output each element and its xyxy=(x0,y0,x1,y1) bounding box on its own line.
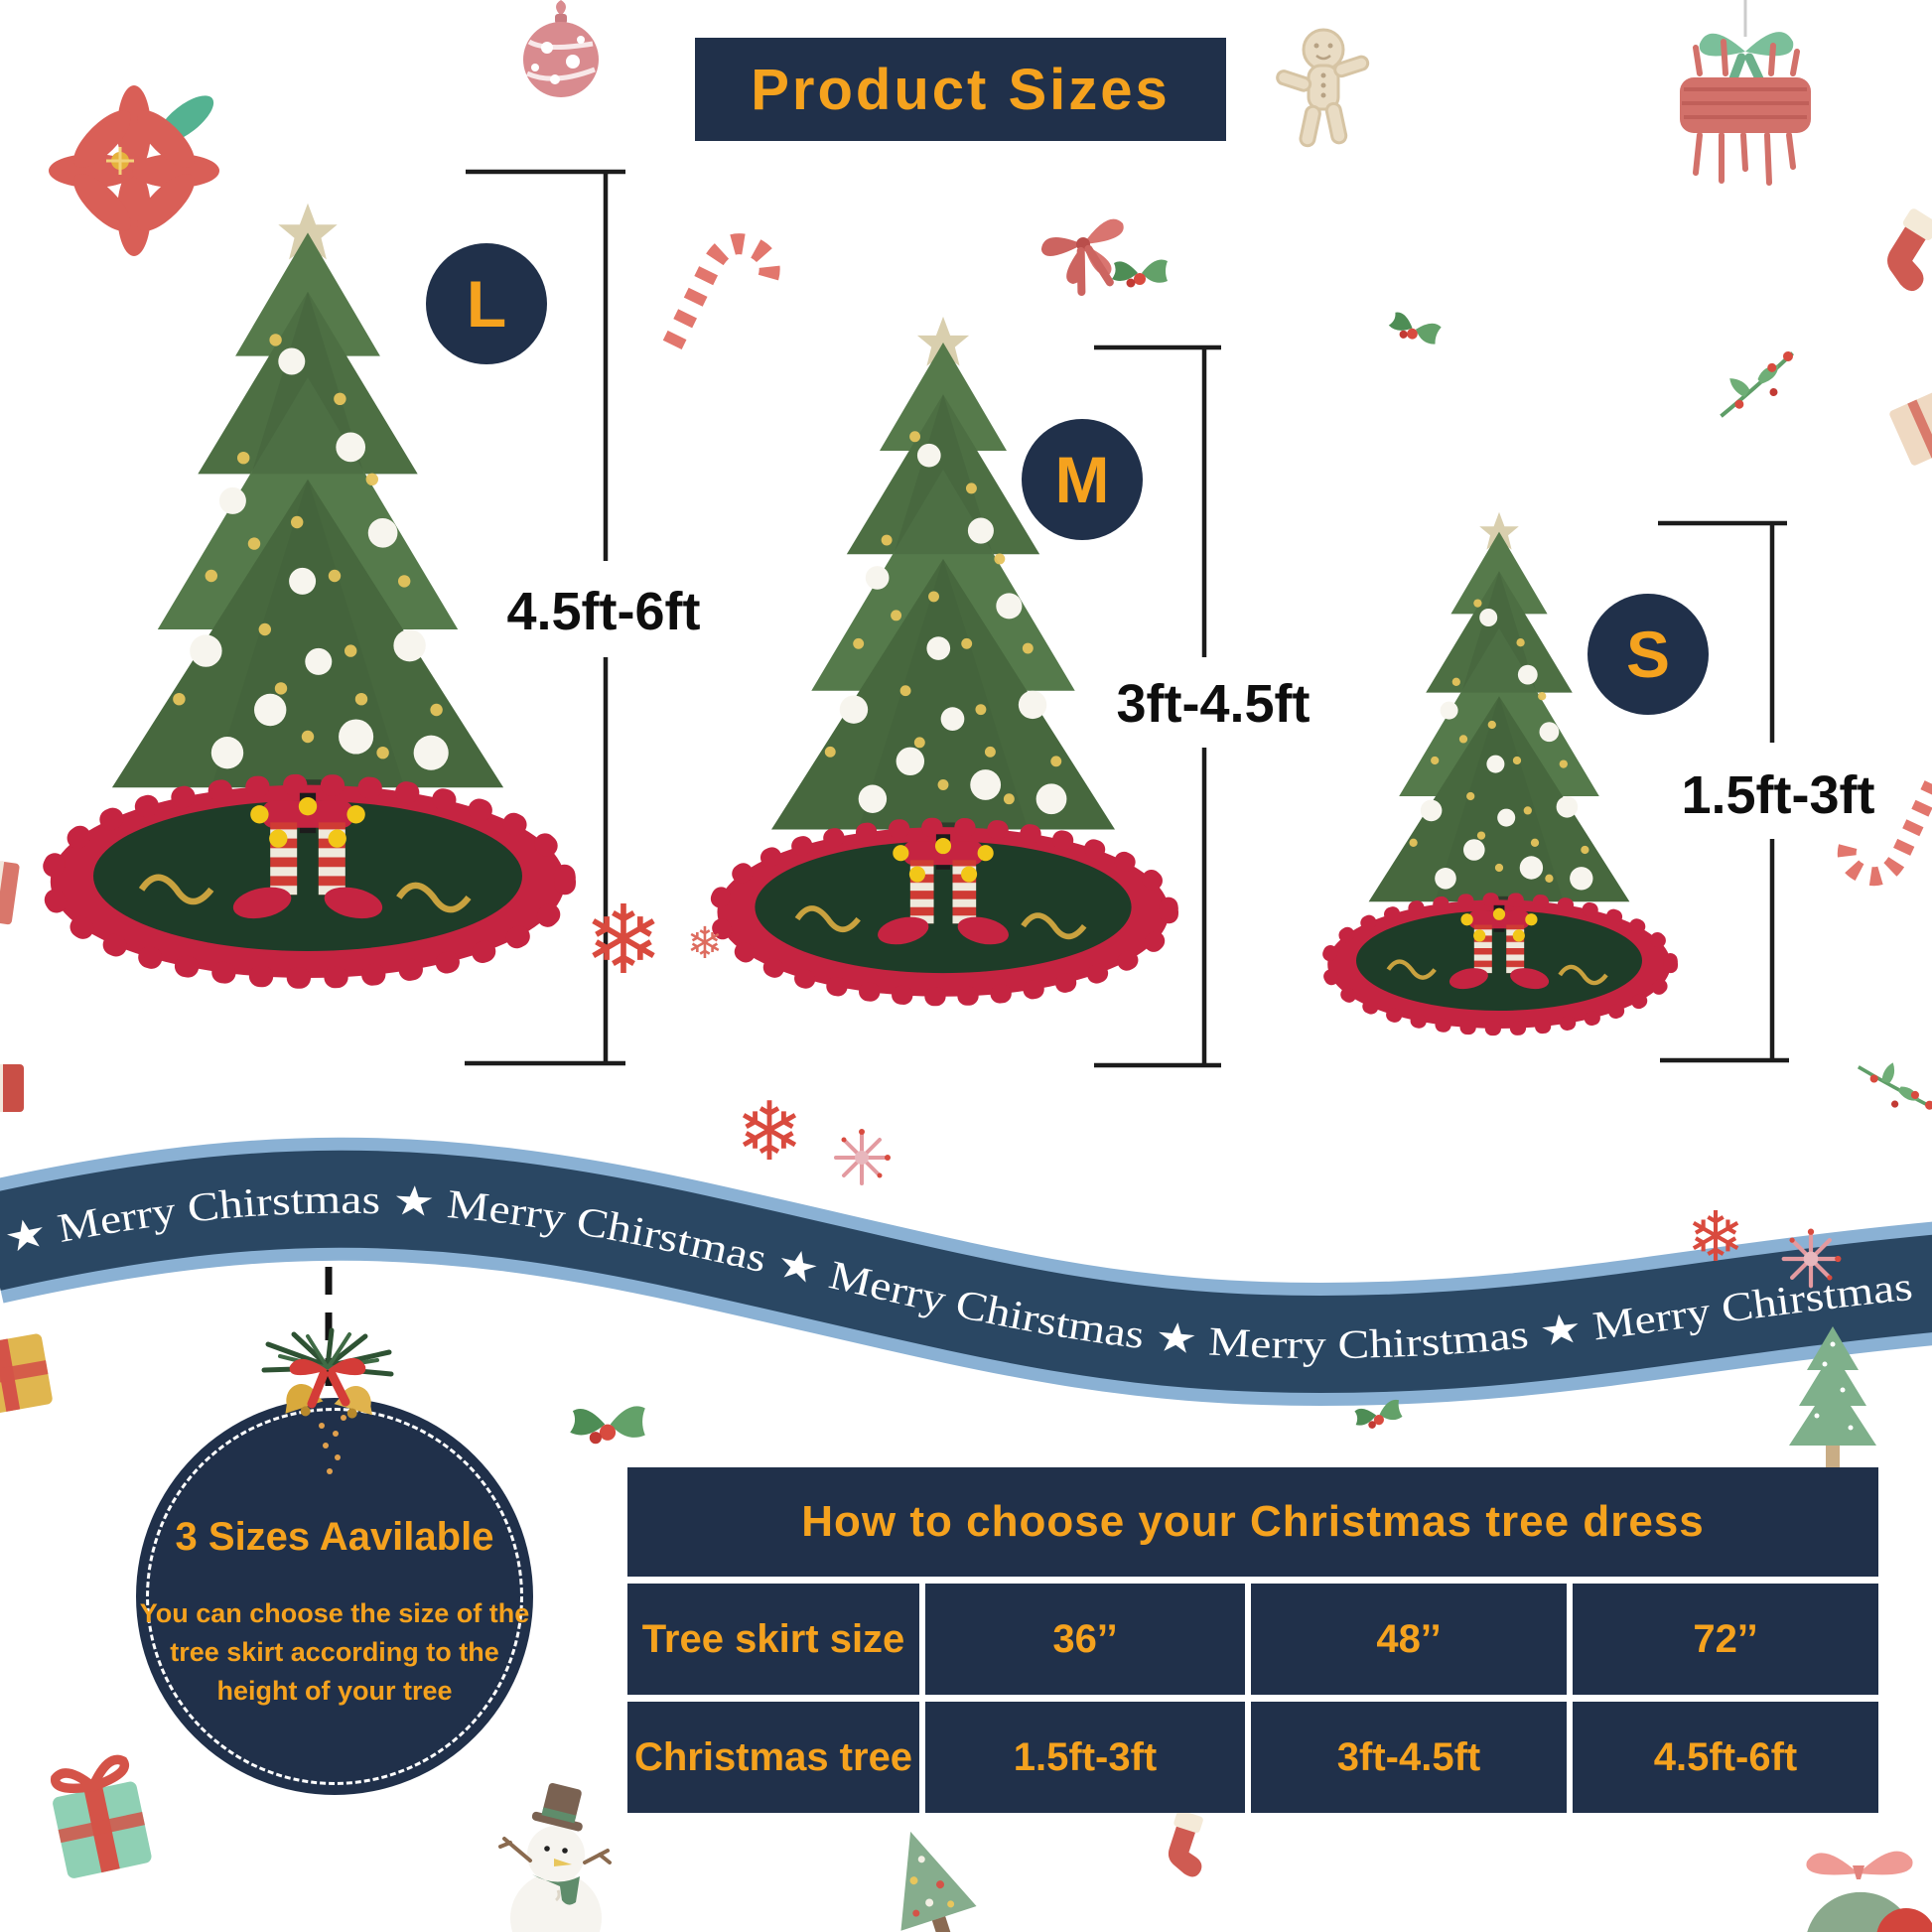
holly-icon xyxy=(1112,259,1168,288)
cell-tree-s: 1.5ft-3ft xyxy=(925,1702,1245,1813)
cell-tree-m: 3ft-4.5ft xyxy=(1251,1702,1567,1813)
bow-icon xyxy=(1040,218,1124,297)
knitted-bauble-icon xyxy=(1680,0,1811,186)
size-table-title-text: How to choose your Christmas tree dress xyxy=(801,1497,1705,1546)
table-row-tree-height: Christmas tree 1.5ft-3ft 3ft-4.5ft 4.5ft… xyxy=(627,1702,1878,1813)
starburst-icon xyxy=(834,1128,892,1185)
info-badge-title: 3 Sizes Aavilable xyxy=(175,1515,494,1559)
size-range-small: 1.5ft-3ft xyxy=(1681,765,1875,825)
gift-box-icon xyxy=(0,1064,24,1112)
berry-sprig-icon xyxy=(1719,340,1796,429)
size-badge-small: S xyxy=(1587,594,1709,715)
ornament-ball-icon xyxy=(1876,1908,1932,1932)
gingerbread-man-icon xyxy=(1276,28,1370,148)
poinsettia-icon xyxy=(49,85,219,256)
bells-ornament-icon xyxy=(261,1327,394,1474)
size-badge-small-letter: S xyxy=(1625,618,1671,691)
size-badge-medium: M xyxy=(1022,419,1143,540)
size-range-large: 4.5ft-6ft xyxy=(506,582,701,641)
holly-icon xyxy=(570,1406,645,1445)
cell-tree-l: 4.5ft-6ft xyxy=(1573,1702,1878,1813)
dashed-ring xyxy=(146,1408,523,1785)
candy-cane-icon xyxy=(672,234,777,370)
page-title: Product Sizes xyxy=(695,38,1226,141)
dimension-line-small xyxy=(1658,520,1789,1063)
berry-sprig-icon xyxy=(1857,1052,1932,1123)
table-row-skirt-size: Tree skirt size 36’’ 48’’ 72’’ xyxy=(627,1584,1878,1695)
cell-skirt-72: 72’’ xyxy=(1573,1584,1878,1695)
info-badge-line1: You can choose the size of the xyxy=(139,1598,530,1628)
dimension-line-large xyxy=(465,169,625,1066)
snowflake-icon: ❄ xyxy=(687,918,724,969)
ornament-ball-icon xyxy=(523,0,599,97)
row-header-tree: Christmas tree xyxy=(627,1702,919,1813)
stocking-icon xyxy=(1873,207,1932,296)
pine-tree-icon xyxy=(1789,1326,1876,1471)
cell-skirt-36: 36’’ xyxy=(925,1584,1245,1695)
info-badge: 3 Sizes Aavilable You can choose the siz… xyxy=(136,1398,533,1795)
row-header-skirt-size: Tree skirt size xyxy=(627,1584,919,1695)
snowflake-icon: ❄ xyxy=(1687,1196,1745,1278)
dimension-line-medium xyxy=(1094,345,1221,1068)
info-badge-line2: tree skirt according to the xyxy=(170,1637,499,1667)
snowman-icon xyxy=(498,1782,612,1932)
size-range-medium: 3ft-4.5ft xyxy=(1116,674,1311,734)
size-badge-medium-letter: M xyxy=(1054,443,1110,516)
snowflake-icon: ❄ xyxy=(584,885,663,996)
info-badge-text: You can choose the size of the tree skir… xyxy=(136,1594,533,1711)
gift-box-icon xyxy=(1889,392,1932,466)
size-badge-large-letter: L xyxy=(466,267,507,341)
christmas-tree-photo-medium xyxy=(717,317,1169,997)
snowflake-icon: ❄ xyxy=(736,1085,804,1179)
gift-box-icon xyxy=(0,1333,53,1417)
size-table-title: How to choose your Christmas tree dress xyxy=(627,1467,1878,1577)
page-title-text: Product Sizes xyxy=(751,57,1171,122)
gift-box-icon xyxy=(0,858,20,925)
holly-icon xyxy=(1386,309,1443,350)
cell-skirt-48: 48’’ xyxy=(1251,1584,1567,1695)
size-badge-large: L xyxy=(426,243,547,364)
size-table: How to choose your Christmas tree dress … xyxy=(627,1467,1878,1820)
pine-tree-icon xyxy=(900,1831,977,1932)
gift-box-icon xyxy=(47,1756,153,1879)
info-badge-line3: height of your tree xyxy=(216,1676,453,1706)
